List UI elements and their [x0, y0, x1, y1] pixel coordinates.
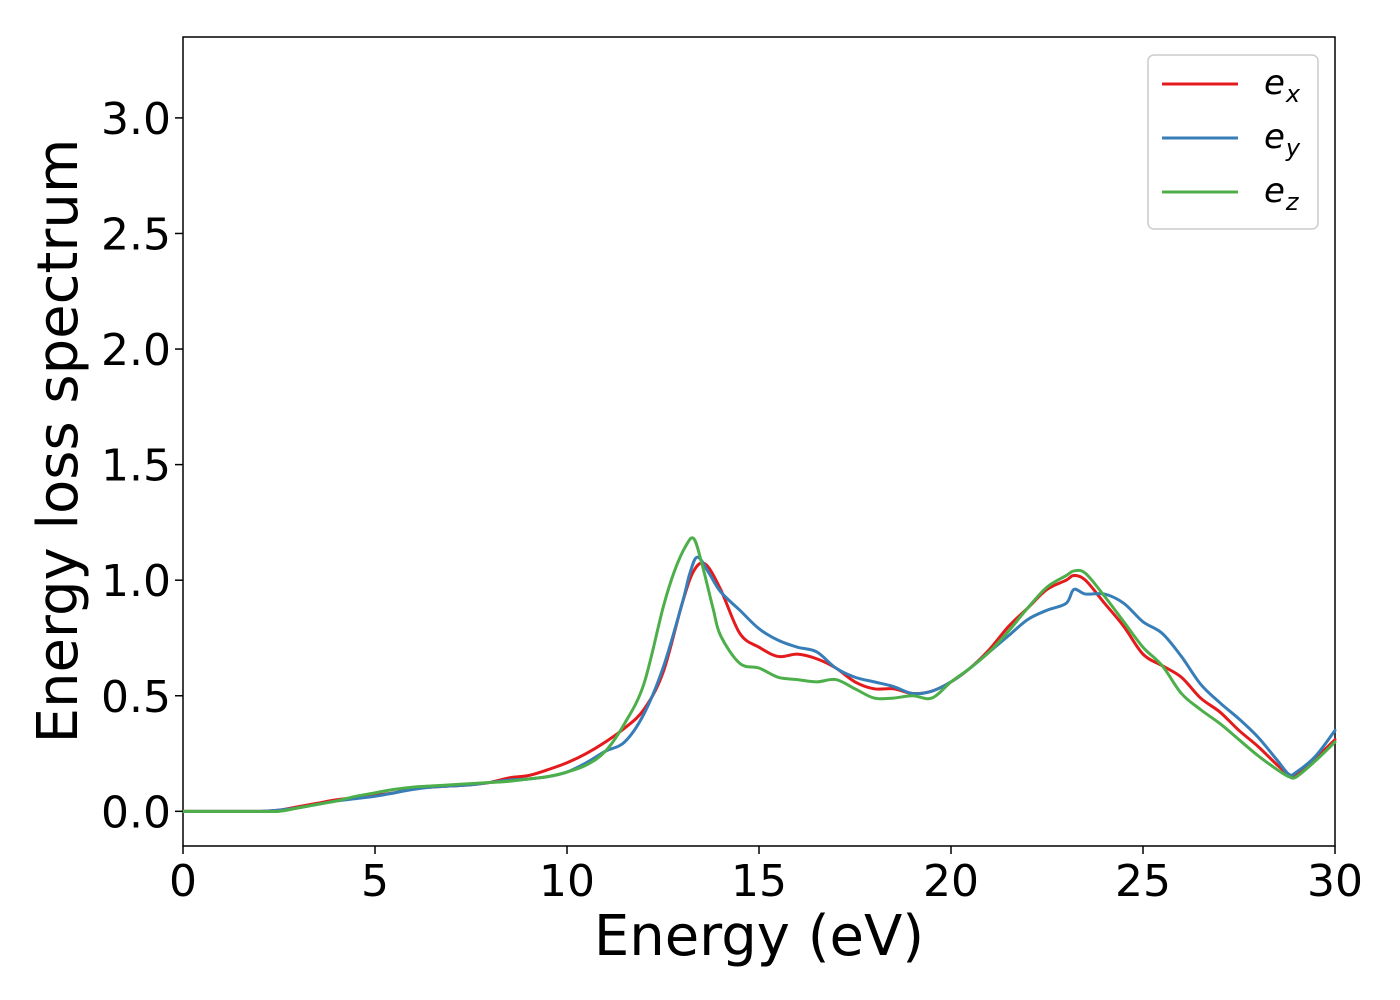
plot-frame — [182, 36, 1336, 847]
legend-label-y: ey — [1264, 117, 1301, 162]
series-line-z — [181, 536, 1337, 814]
y-tick-label: 1.0 — [101, 556, 171, 607]
x-tick-label: 25 — [1115, 856, 1171, 907]
y-tick-label: 2.5 — [101, 209, 171, 260]
x-axis-ticks: 0 5 10 15 20 25 30 — [169, 846, 1363, 907]
y-tick-label: 2.0 — [101, 325, 171, 376]
x-tick-label: 10 — [539, 856, 595, 907]
y-axis-label: Energy loss spectrum — [26, 139, 91, 744]
y-tick-label: 0.0 — [101, 787, 171, 838]
legend-box — [1147, 54, 1319, 230]
y-tick-label: 3.0 — [101, 94, 171, 145]
legend-label-z: ez — [1264, 171, 1300, 216]
legend: ex ey ez — [1147, 54, 1319, 230]
y-tick-label: 1.5 — [101, 441, 171, 492]
series-layer — [181, 536, 1337, 814]
x-tick-label: 15 — [731, 856, 787, 907]
y-axis-ticks: 0.0 0.5 1.0 1.5 2.0 2.5 3.0 — [101, 94, 183, 838]
x-tick-label: 5 — [361, 856, 389, 907]
x-tick-label: 20 — [923, 856, 979, 907]
x-tick-label: 30 — [1307, 856, 1363, 907]
x-axis-label: Energy (eV) — [594, 904, 924, 969]
y-tick-label: 0.5 — [101, 672, 171, 723]
series-line-y — [181, 555, 1337, 813]
x-tick-label: 0 — [169, 856, 197, 907]
legend-label-x: ex — [1264, 63, 1301, 108]
